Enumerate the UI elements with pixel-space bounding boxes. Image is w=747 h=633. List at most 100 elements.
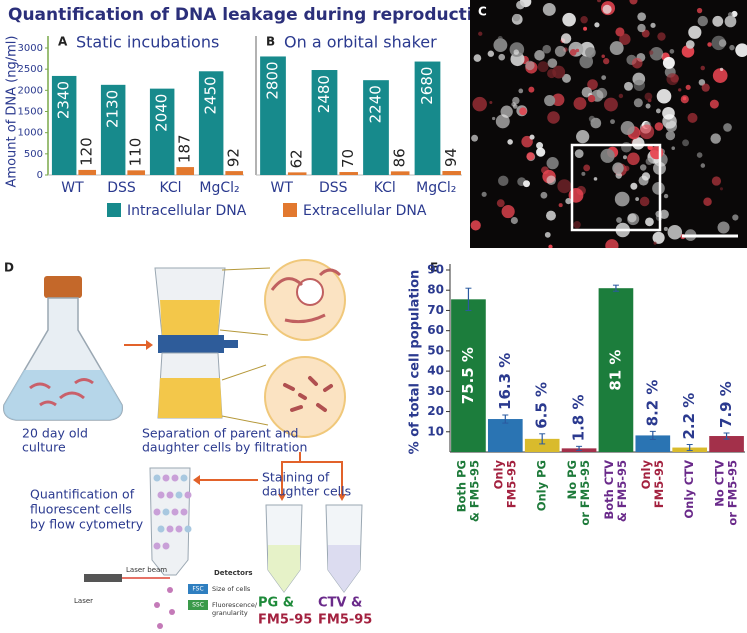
cell	[615, 27, 625, 37]
y-tick-label: 1000	[18, 128, 43, 139]
cell	[575, 48, 580, 53]
y-axis-label: % of total cell population	[408, 270, 423, 455]
cell	[648, 50, 654, 55]
cell	[573, 97, 587, 110]
y-tick-label: 10	[427, 424, 444, 438]
bead	[171, 508, 179, 516]
tube-liquid	[268, 545, 300, 592]
value-label: 86	[391, 148, 409, 167]
cell	[569, 48, 577, 56]
cell	[551, 93, 565, 107]
value-label: 187	[176, 134, 194, 163]
cell	[526, 152, 535, 161]
x-tick-label: No CTV	[713, 460, 727, 507]
cell	[627, 152, 640, 166]
tube-label: PG &	[258, 596, 294, 611]
cell	[537, 61, 549, 73]
y-axis-label: Amount of DNA (ng/ml)	[5, 36, 20, 188]
bead	[180, 474, 188, 482]
panel-label: B	[266, 35, 275, 49]
cell	[548, 244, 553, 248]
value-label: 1.8 %	[570, 395, 588, 442]
x-tick-label: & FM5-95	[615, 460, 629, 522]
cell	[663, 226, 668, 232]
arrow	[281, 452, 343, 494]
figure-title: Quantification of DNA leakage during rep…	[8, 5, 496, 25]
droplet	[167, 587, 173, 593]
cell	[495, 114, 510, 129]
cell	[712, 15, 724, 27]
bar	[451, 299, 486, 452]
y-tick-label: 3000	[18, 43, 43, 54]
diagram-text: Quantification of	[30, 487, 135, 502]
cell	[615, 172, 623, 179]
cell	[472, 96, 487, 112]
cell	[707, 42, 712, 47]
cell	[507, 139, 513, 145]
x-tick-label: Both PG	[454, 460, 468, 512]
bead	[166, 491, 174, 499]
cell	[696, 7, 703, 14]
bar	[363, 80, 389, 175]
y-tick-label: 0	[37, 170, 43, 181]
cell	[638, 175, 649, 186]
cell	[680, 95, 689, 104]
cell	[471, 134, 479, 142]
bar	[78, 169, 97, 175]
filter-membrane	[158, 335, 224, 353]
cell	[619, 33, 631, 45]
x-tick-label: Only PG	[535, 460, 549, 511]
cell	[635, 197, 640, 201]
filter-top-liquid	[160, 300, 220, 335]
cell	[688, 25, 702, 39]
y-tick-label: 50	[427, 343, 444, 357]
cell	[579, 54, 594, 69]
cell	[655, 108, 661, 114]
cell	[620, 121, 635, 135]
cell	[633, 98, 643, 108]
value-label: 2.2 %	[680, 393, 698, 440]
cell	[594, 22, 600, 28]
cell	[649, 47, 664, 61]
x-tick-label: No PG	[565, 460, 579, 499]
cell	[576, 130, 590, 144]
cell	[710, 133, 721, 144]
zoom-line	[221, 364, 267, 381]
panel-label: A	[58, 35, 68, 49]
bar	[260, 56, 286, 175]
diagram-text: Laser beam	[126, 566, 167, 574]
cell	[596, 87, 608, 99]
bar	[311, 70, 338, 175]
diagram-text: culture	[22, 440, 66, 455]
x-tick-label: WT	[271, 180, 294, 196]
cell	[656, 88, 672, 104]
cell	[735, 43, 747, 57]
diagram-text: FSC	[192, 586, 203, 593]
bead	[184, 525, 192, 533]
cell	[729, 44, 735, 51]
value-label: 81 %	[606, 350, 624, 391]
legend-label: Extracellular DNA	[303, 203, 427, 219]
x-tick-label: KCl	[159, 180, 181, 196]
cell	[678, 88, 682, 92]
cell	[540, 191, 548, 199]
bead	[184, 491, 192, 499]
cell	[601, 54, 605, 59]
diagram-text: Fluorescence/	[212, 601, 258, 609]
cell	[546, 157, 559, 170]
cell	[562, 12, 576, 27]
x-tick-label: DSS	[319, 180, 348, 196]
y-tick-label: 2500	[18, 64, 43, 75]
cell	[601, 75, 607, 80]
cell	[630, 182, 638, 190]
bar	[635, 435, 671, 452]
value-label: 2340	[55, 81, 73, 119]
cell	[542, 2, 556, 16]
zoom-box	[570, 143, 662, 232]
bar	[390, 171, 410, 175]
bead	[166, 525, 174, 533]
x-tick-label: or FM5-95	[726, 460, 740, 526]
bar	[414, 61, 441, 176]
bead	[153, 474, 161, 482]
cell	[597, 0, 602, 3]
